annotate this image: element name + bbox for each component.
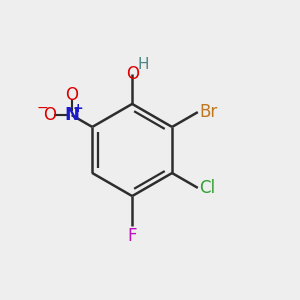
Text: H: H: [138, 57, 149, 72]
Text: N: N: [64, 106, 79, 124]
Text: −: −: [36, 101, 48, 115]
Text: O: O: [43, 106, 56, 124]
Text: O: O: [126, 65, 139, 83]
Text: O: O: [65, 86, 78, 104]
Text: +: +: [73, 102, 83, 115]
Text: F: F: [128, 227, 137, 245]
Text: Br: Br: [199, 103, 218, 121]
Text: Cl: Cl: [199, 179, 215, 197]
